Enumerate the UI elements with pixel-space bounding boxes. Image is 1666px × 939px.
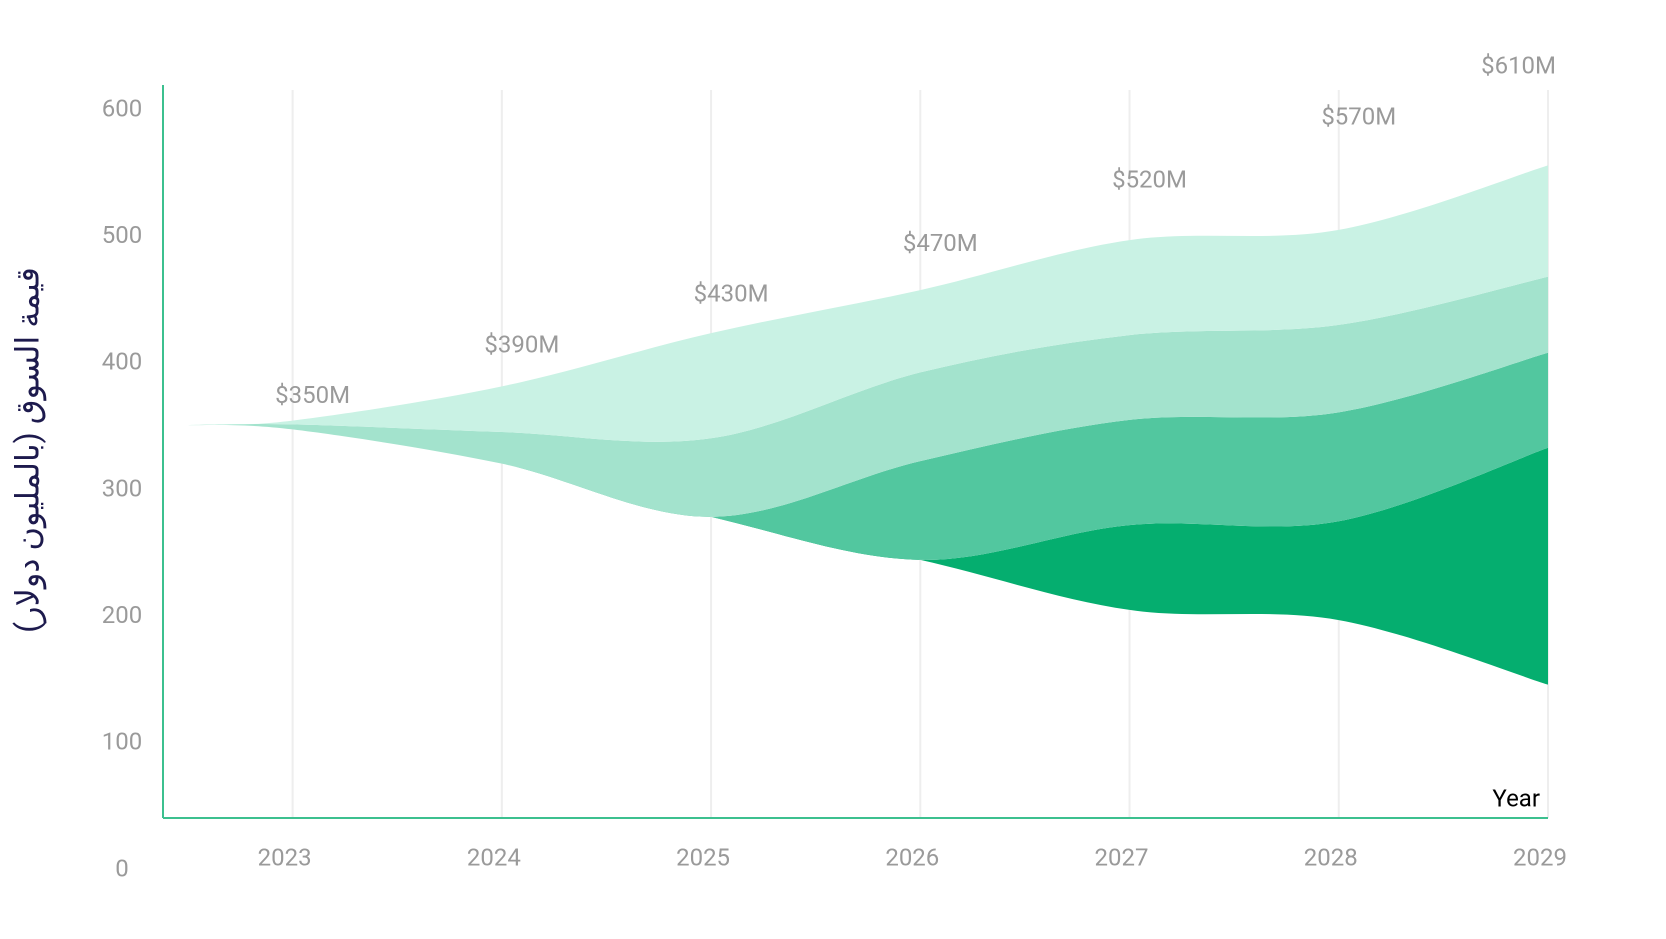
stream-layer (188, 165, 1548, 442)
x-tick-label: 2023 (258, 843, 312, 871)
total-label: $390M (484, 330, 559, 358)
x-tick-label: 2027 (1095, 843, 1149, 871)
total-label: $350M (275, 381, 350, 409)
total-label: $430M (694, 280, 769, 308)
total-label: $470M (903, 229, 978, 257)
plot: 2023 2024 2025 2026 2027 2028 2029 0 100 200 300 40… (102, 52, 1567, 883)
x-tick-label: 2025 (676, 843, 730, 871)
x-tick-label: 2026 (885, 843, 939, 871)
total-label: $570M (1321, 102, 1396, 130)
y-tick-label: 100 (102, 728, 142, 756)
total-label: $520M (1112, 166, 1187, 194)
y-axis-label: قيمة السوق (بالمليون دولار) (8, 267, 46, 633)
x-tick-label: 2024 (467, 843, 521, 871)
x-tick-label: 2028 (1304, 843, 1358, 871)
stream-layer (188, 352, 1548, 560)
y-tick-label: 0 (115, 854, 129, 882)
x-tick-label: 2029 (1513, 843, 1567, 871)
x-axis-label: Year (1492, 784, 1540, 812)
y-tick-label: 200 (102, 601, 142, 629)
y-tick-label: 500 (102, 221, 142, 249)
y-tick-label: 300 (102, 474, 142, 502)
y-tick-label: 600 (102, 94, 142, 122)
stream-layer (188, 276, 1548, 517)
y-tick-label: 400 (102, 348, 142, 376)
total-label: $610M (1481, 52, 1556, 80)
